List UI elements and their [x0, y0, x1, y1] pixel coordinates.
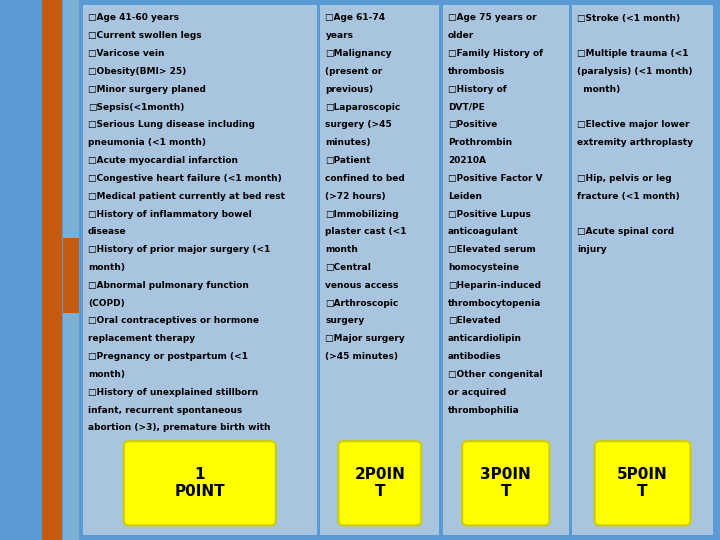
Bar	[443, 5, 569, 535]
Text: □Serious Lung disease including: □Serious Lung disease including	[88, 120, 255, 130]
Text: □Age 61-74: □Age 61-74	[325, 14, 386, 23]
Text: (COPD): (COPD)	[88, 299, 125, 308]
Bar	[42, 0, 62, 540]
Text: □Age 75 years or: □Age 75 years or	[448, 14, 536, 23]
Text: disease: disease	[88, 227, 127, 237]
Text: □Minor surgery planed: □Minor surgery planed	[88, 85, 206, 94]
Text: month): month)	[88, 370, 125, 379]
Text: □Acute spinal cord: □Acute spinal cord	[577, 227, 675, 237]
Text: 5P0IN
T: 5P0IN T	[617, 467, 668, 500]
Text: □Age 41-60 years: □Age 41-60 years	[88, 14, 179, 23]
Text: □Oral contraceptives or hormone: □Oral contraceptives or hormone	[88, 316, 259, 326]
Text: □History of inflammatory bowel: □History of inflammatory bowel	[88, 210, 251, 219]
Text: □Positive Factor V: □Positive Factor V	[448, 174, 542, 183]
Text: anticardiolipin: anticardiolipin	[448, 334, 522, 343]
Text: confined to bed: confined to bed	[325, 174, 405, 183]
Text: (>45 minutes): (>45 minutes)	[325, 352, 398, 361]
Text: □Positive Lupus: □Positive Lupus	[448, 210, 531, 219]
Bar	[63, 0, 79, 540]
Bar	[63, 238, 79, 313]
Text: (present or: (present or	[325, 67, 383, 76]
Text: Leiden: Leiden	[448, 192, 482, 201]
Bar	[572, 5, 713, 535]
Text: 1
P0INT: 1 P0INT	[174, 467, 225, 500]
Text: □Heparin-induced: □Heparin-induced	[448, 281, 541, 290]
Text: abortion (>3), premature birth with: abortion (>3), premature birth with	[88, 423, 270, 433]
Text: □Hip, pelvis or leg: □Hip, pelvis or leg	[577, 174, 672, 183]
Text: □Arthroscopic: □Arthroscopic	[325, 299, 399, 308]
Text: month: month	[325, 245, 359, 254]
Text: □Abnormal pulmonary function: □Abnormal pulmonary function	[88, 281, 248, 290]
Text: □Laparoscopic: □Laparoscopic	[325, 103, 401, 112]
FancyBboxPatch shape	[338, 441, 421, 525]
FancyBboxPatch shape	[462, 441, 549, 525]
Text: □History of prior major surgery (<1: □History of prior major surgery (<1	[88, 245, 270, 254]
Text: □Major surgery: □Major surgery	[325, 334, 405, 343]
Text: or acquired: or acquired	[448, 388, 506, 397]
Text: infant, recurrent spontaneous: infant, recurrent spontaneous	[88, 406, 242, 415]
Text: month): month)	[577, 85, 621, 94]
Text: minutes): minutes)	[325, 138, 371, 147]
Text: older: older	[448, 31, 474, 40]
Text: surgery: surgery	[325, 316, 365, 326]
Text: pneumonia (<1 month): pneumonia (<1 month)	[88, 138, 206, 147]
Text: (paralysis) (<1 month): (paralysis) (<1 month)	[577, 67, 693, 76]
Text: □Multiple trauma (<1: □Multiple trauma (<1	[577, 49, 689, 58]
Text: □Varicose vein: □Varicose vein	[88, 49, 164, 58]
Text: years: years	[325, 31, 354, 40]
Text: previous): previous)	[325, 85, 374, 94]
Text: □Pregnancy or postpartum (<1: □Pregnancy or postpartum (<1	[88, 352, 248, 361]
Text: □Positive: □Positive	[448, 120, 497, 130]
Text: anticoagulant: anticoagulant	[448, 227, 518, 237]
Text: surgery (>45: surgery (>45	[325, 120, 392, 130]
Text: 2P0IN
T: 2P0IN T	[354, 467, 405, 500]
Text: □Central: □Central	[325, 263, 372, 272]
Text: □Obesity(BMI> 25): □Obesity(BMI> 25)	[88, 67, 186, 76]
Text: □Immobilizing: □Immobilizing	[325, 210, 399, 219]
Text: 20210A: 20210A	[448, 156, 486, 165]
Text: injury: injury	[577, 245, 607, 254]
Text: □Malignancy: □Malignancy	[325, 49, 392, 58]
Text: □Medical patient currently at bed rest: □Medical patient currently at bed rest	[88, 192, 285, 201]
Text: □Congestive heart failure (<1 month): □Congestive heart failure (<1 month)	[88, 174, 282, 183]
Text: Prothrombin: Prothrombin	[448, 138, 512, 147]
Text: plaster cast (<1: plaster cast (<1	[325, 227, 407, 237]
Text: DVT/PE: DVT/PE	[448, 103, 485, 112]
Text: □Elevated: □Elevated	[448, 316, 500, 326]
Text: homocysteine: homocysteine	[448, 263, 519, 272]
Text: antibodies: antibodies	[448, 352, 501, 361]
Text: □Acute myocardial infarction: □Acute myocardial infarction	[88, 156, 238, 165]
Text: □History of unexplained stillborn: □History of unexplained stillborn	[88, 388, 258, 397]
Text: thrombosis: thrombosis	[448, 67, 505, 76]
Bar	[320, 5, 439, 535]
Bar	[83, 5, 317, 535]
Text: thrombocytopenia: thrombocytopenia	[448, 299, 541, 308]
Text: fracture (<1 month): fracture (<1 month)	[577, 192, 680, 201]
Text: venous access: venous access	[325, 281, 399, 290]
Text: □History of: □History of	[448, 85, 507, 94]
Text: (>72 hours): (>72 hours)	[325, 192, 386, 201]
Text: □Other congenital: □Other congenital	[448, 370, 542, 379]
FancyBboxPatch shape	[595, 441, 690, 525]
Text: replacement therapy: replacement therapy	[88, 334, 195, 343]
Text: month): month)	[88, 263, 125, 272]
Text: □Patient: □Patient	[325, 156, 371, 165]
Text: □Sepsis(<1month): □Sepsis(<1month)	[88, 103, 184, 112]
Text: □Family History of: □Family History of	[448, 49, 543, 58]
Text: □Elective major lower: □Elective major lower	[577, 120, 690, 130]
Text: thrombophilia: thrombophilia	[448, 406, 520, 415]
Text: 3P0IN
T: 3P0IN T	[480, 467, 531, 500]
FancyBboxPatch shape	[124, 441, 276, 525]
Text: extremity arthroplasty: extremity arthroplasty	[577, 138, 693, 147]
Text: □Stroke (<1 month): □Stroke (<1 month)	[577, 14, 680, 23]
Text: □Elevated serum: □Elevated serum	[448, 245, 536, 254]
Text: □Current swollen legs: □Current swollen legs	[88, 31, 202, 40]
